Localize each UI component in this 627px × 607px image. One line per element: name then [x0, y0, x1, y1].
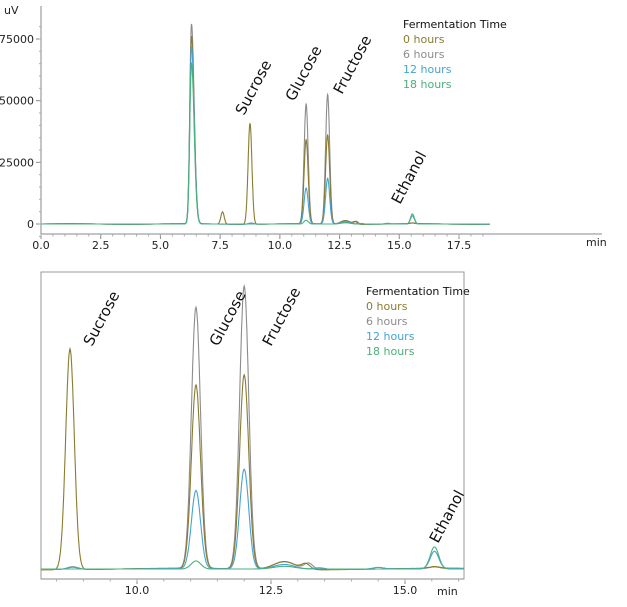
y-tick-label: 75000 [0, 33, 34, 46]
x-tick-label: 10.0 [268, 239, 293, 252]
peak-label-ethanol: Ethanol [426, 487, 469, 546]
x-tick-label: 17.5 [447, 239, 472, 252]
legend-item-18-hours: 18 hours [366, 345, 415, 358]
peak-label-fructose: Fructose [330, 32, 376, 97]
legend-item-12-hours: 12 hours [403, 63, 452, 76]
legend-item-6-hours: 6 hours [366, 315, 408, 328]
y-tick-label: 25000 [0, 156, 34, 169]
x-tick-label: 12.5 [327, 239, 352, 252]
y-tick-label: 0 [27, 218, 34, 231]
zoomed-chromatogram-panel: min Fermentation Time 10.0 12.5 15.0 0 hour… [40, 271, 470, 598]
legend-title: Fermentation Time [403, 18, 507, 31]
full-chromatogram-panel: uV min Fermentation Time 0 25000 50000 7500… [0, 4, 607, 252]
peak-label-fructose: Fructose [259, 284, 305, 349]
legend-item-0-hours: 0 hours [366, 300, 408, 313]
legend-item-0-hours: 0 hours [403, 33, 445, 46]
series-line-18-hours [40, 546, 464, 570]
x-tick-label: 2.5 [92, 239, 110, 252]
peak-label-sucrose: Sucrose [232, 57, 276, 118]
x-axis-unit-label: min [437, 585, 458, 598]
y-axis-unit-label: uV [4, 4, 19, 17]
series-line-18-hours [41, 61, 490, 225]
x-axis-unit-label: min [586, 236, 607, 249]
x-tick-label: 10.0 [125, 584, 150, 597]
peak-label-sucrose: Sucrose [80, 288, 124, 349]
series-line-0-hours [40, 346, 464, 571]
x-tick-label: 15.0 [393, 584, 418, 597]
y-tick-label: 50000 [0, 95, 34, 108]
x-tick-label: 12.5 [259, 584, 284, 597]
x-tick-label: 0.0 [32, 239, 50, 252]
legend-item-12-hours: 12 hours [366, 330, 415, 343]
legend-item-18-hours: 18 hours [403, 78, 452, 91]
legend-title: Fermentation Time [366, 285, 470, 298]
x-tick-label: 5.0 [152, 239, 170, 252]
legend-item-6-hours: 6 hours [403, 48, 445, 61]
peak-label-ethanol: Ethanol [388, 148, 431, 207]
x-tick-label: 15.0 [387, 239, 412, 252]
peak-label-glucose: Glucose [282, 43, 326, 104]
peak-label-glucose: Glucose [206, 288, 250, 349]
x-tick-label: 7.5 [211, 239, 229, 252]
